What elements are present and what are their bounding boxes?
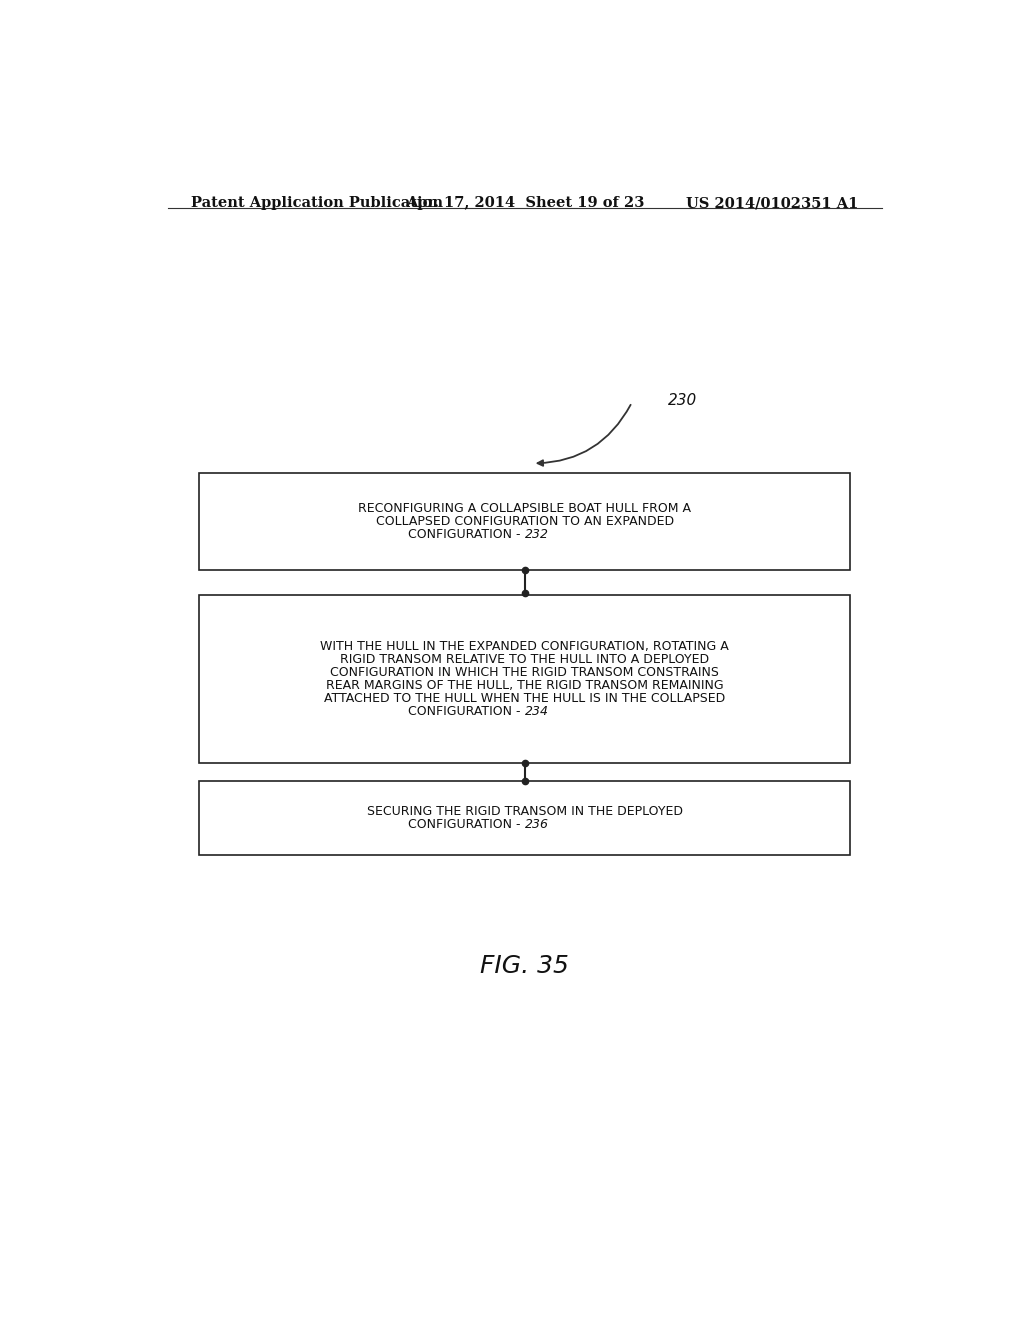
Text: COLLAPSED CONFIGURATION TO AN EXPANDED: COLLAPSED CONFIGURATION TO AN EXPANDED: [376, 515, 674, 528]
Text: SECURING THE RIGID TRANSOM IN THE DEPLOYED: SECURING THE RIGID TRANSOM IN THE DEPLOY…: [367, 805, 683, 818]
FancyBboxPatch shape: [200, 595, 850, 763]
Text: CONFIGURATION - 232: CONFIGURATION - 232: [455, 528, 595, 541]
Text: Patent Application Publication: Patent Application Publication: [191, 195, 443, 210]
Text: ATTACHED TO THE HULL WHEN THE HULL IS IN THE COLLAPSED: ATTACHED TO THE HULL WHEN THE HULL IS IN…: [325, 692, 725, 705]
FancyBboxPatch shape: [200, 781, 850, 854]
Text: US 2014/0102351 A1: US 2014/0102351 A1: [686, 195, 858, 210]
Text: 234: 234: [524, 705, 549, 718]
Text: REAR MARGINS OF THE HULL, THE RIGID TRANSOM REMAINING: REAR MARGINS OF THE HULL, THE RIGID TRAN…: [326, 680, 724, 692]
Text: CONFIGURATION -: CONFIGURATION -: [409, 818, 524, 832]
Text: RIGID TRANSOM RELATIVE TO THE HULL INTO A DEPLOYED: RIGID TRANSOM RELATIVE TO THE HULL INTO …: [340, 653, 710, 667]
Text: CONFIGURATION IN WHICH THE RIGID TRANSOM CONSTRAINS: CONFIGURATION IN WHICH THE RIGID TRANSOM…: [331, 667, 719, 680]
Text: Apr. 17, 2014  Sheet 19 of 23: Apr. 17, 2014 Sheet 19 of 23: [406, 195, 644, 210]
Text: CONFIGURATION -: CONFIGURATION -: [409, 705, 524, 718]
Text: 236: 236: [524, 818, 549, 832]
Text: CONFIGURATION - 234: CONFIGURATION - 234: [455, 705, 595, 718]
FancyBboxPatch shape: [200, 474, 850, 570]
Text: FIG. 35: FIG. 35: [480, 954, 569, 978]
Text: RECONFIGURING A COLLAPSIBLE BOAT HULL FROM A: RECONFIGURING A COLLAPSIBLE BOAT HULL FR…: [358, 503, 691, 515]
Text: CONFIGURATION -: CONFIGURATION -: [409, 528, 524, 541]
Text: 230: 230: [668, 393, 697, 408]
Text: CONFIGURATION - 236: CONFIGURATION - 236: [455, 818, 595, 832]
Text: 232: 232: [524, 528, 549, 541]
Text: WITH THE HULL IN THE EXPANDED CONFIGURATION, ROTATING A: WITH THE HULL IN THE EXPANDED CONFIGURAT…: [321, 640, 729, 653]
